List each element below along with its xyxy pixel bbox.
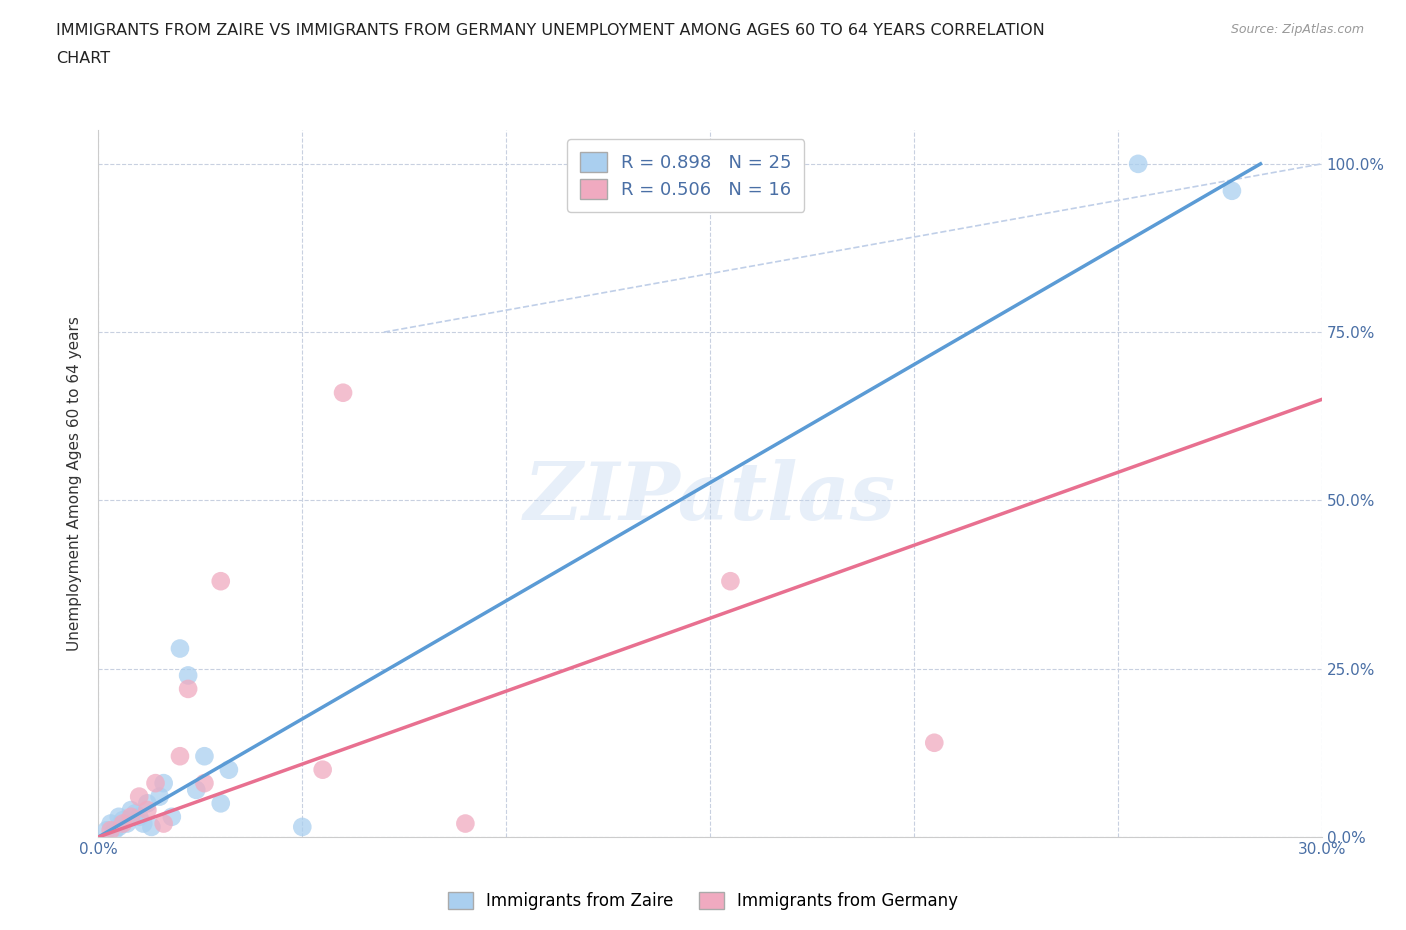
- Point: [115, 817, 138, 831]
- Legend: R = 0.898   N = 25, R = 0.506   N = 16: R = 0.898 N = 25, R = 0.506 N = 16: [567, 140, 804, 211]
- Point: [454, 817, 477, 831]
- Point: [177, 668, 200, 683]
- Point: [128, 790, 150, 804]
- Point: [104, 823, 127, 838]
- Text: Source: ZipAtlas.com: Source: ZipAtlas.com: [1230, 23, 1364, 36]
- Point: [96, 823, 118, 838]
- Text: IMMIGRANTS FROM ZAIRE VS IMMIGRANTS FROM GERMANY UNEMPLOYMENT AMONG AGES 60 TO 6: IMMIGRANTS FROM ZAIRE VS IMMIGRANTS FROM…: [56, 23, 1045, 38]
- Text: CHART: CHART: [56, 51, 110, 66]
- Legend: Immigrants from Zaire, Immigrants from Germany: Immigrants from Zaire, Immigrants from G…: [441, 885, 965, 917]
- Point: [193, 749, 215, 764]
- Point: [120, 803, 142, 817]
- Point: [193, 776, 215, 790]
- Point: [177, 682, 200, 697]
- Point: [132, 817, 155, 831]
- Point: [128, 809, 150, 824]
- Point: [100, 823, 122, 838]
- Point: [149, 790, 172, 804]
- Point: [108, 809, 131, 824]
- Point: [152, 776, 174, 790]
- Point: [120, 809, 142, 824]
- Point: [108, 819, 131, 834]
- Point: [312, 763, 335, 777]
- Point: [124, 806, 146, 821]
- Point: [186, 782, 208, 797]
- Point: [111, 813, 134, 828]
- Point: [291, 819, 314, 834]
- Y-axis label: Unemployment Among Ages 60 to 64 years: Unemployment Among Ages 60 to 64 years: [67, 316, 83, 651]
- Point: [136, 796, 159, 811]
- Point: [1128, 156, 1150, 171]
- Point: [145, 776, 167, 790]
- Point: [160, 809, 183, 824]
- Point: [141, 819, 163, 834]
- Point: [111, 817, 134, 831]
- Point: [169, 641, 191, 656]
- Point: [1220, 183, 1243, 198]
- Text: ZIPatlas: ZIPatlas: [524, 459, 896, 537]
- Point: [209, 796, 232, 811]
- Point: [209, 574, 232, 589]
- Point: [152, 817, 174, 831]
- Point: [922, 736, 945, 751]
- Point: [100, 817, 122, 831]
- Point: [720, 574, 742, 589]
- Point: [218, 763, 240, 777]
- Point: [136, 803, 159, 817]
- Point: [332, 385, 354, 400]
- Point: [169, 749, 191, 764]
